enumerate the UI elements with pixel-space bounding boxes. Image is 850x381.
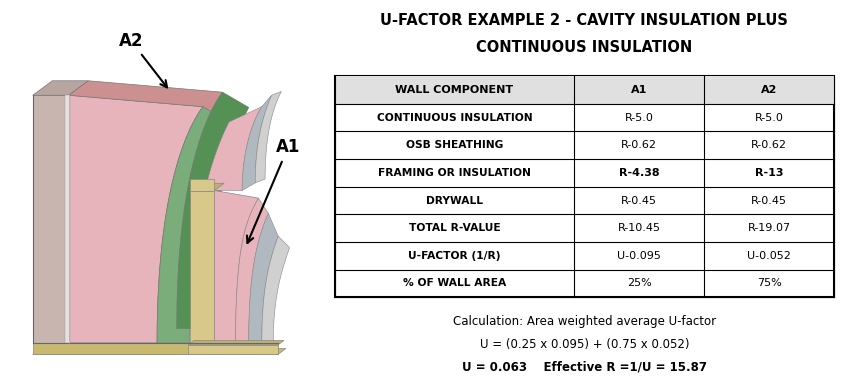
Polygon shape bbox=[157, 107, 230, 343]
Polygon shape bbox=[205, 107, 262, 190]
Polygon shape bbox=[235, 198, 269, 343]
Polygon shape bbox=[32, 95, 69, 343]
Text: R-5.0: R-5.0 bbox=[755, 113, 784, 123]
Text: DRYWALL: DRYWALL bbox=[426, 195, 483, 205]
Polygon shape bbox=[65, 95, 71, 343]
Text: U-FACTOR (1/R): U-FACTOR (1/R) bbox=[408, 251, 501, 261]
Text: U = (0.25 x 0.095) + (0.75 x 0.052): U = (0.25 x 0.095) + (0.75 x 0.052) bbox=[479, 338, 689, 351]
Text: Calculation: Area weighted average U-factor: Calculation: Area weighted average U-fac… bbox=[453, 315, 716, 328]
Polygon shape bbox=[69, 81, 223, 328]
Polygon shape bbox=[190, 183, 224, 190]
Text: 75%: 75% bbox=[756, 279, 781, 288]
Text: U-FACTOR EXAMPLE 2 - CAVITY INSULATION PLUS: U-FACTOR EXAMPLE 2 - CAVITY INSULATION P… bbox=[381, 13, 788, 29]
Polygon shape bbox=[249, 213, 278, 343]
Text: R-0.62: R-0.62 bbox=[621, 140, 657, 150]
Polygon shape bbox=[190, 179, 214, 190]
Text: U-0.052: U-0.052 bbox=[747, 251, 791, 261]
Text: CONTINUOUS INSULATION: CONTINUOUS INSULATION bbox=[476, 40, 693, 55]
Text: A2: A2 bbox=[119, 32, 167, 87]
Text: A2: A2 bbox=[761, 85, 778, 95]
Text: % OF WALL AREA: % OF WALL AREA bbox=[403, 279, 506, 288]
Text: R-0.45: R-0.45 bbox=[751, 195, 787, 205]
Text: A1: A1 bbox=[631, 85, 648, 95]
Polygon shape bbox=[188, 345, 278, 354]
Bar bbox=[335, 76, 834, 297]
Text: TOTAL R-VALUE: TOTAL R-VALUE bbox=[409, 223, 501, 233]
Text: R-4.38: R-4.38 bbox=[619, 168, 660, 178]
Polygon shape bbox=[188, 341, 284, 345]
Text: OSB SHEATHING: OSB SHEATHING bbox=[405, 140, 503, 150]
Text: R-10.45: R-10.45 bbox=[618, 223, 660, 233]
Text: R-13: R-13 bbox=[755, 168, 784, 178]
Polygon shape bbox=[255, 91, 281, 183]
Polygon shape bbox=[32, 349, 286, 354]
Text: A1: A1 bbox=[247, 138, 300, 243]
Text: R-0.62: R-0.62 bbox=[751, 140, 787, 150]
Text: CONTINUOUS INSULATION: CONTINUOUS INSULATION bbox=[377, 113, 532, 123]
Text: U-0.095: U-0.095 bbox=[617, 251, 661, 261]
Text: FRAMING OR INSULATION: FRAMING OR INSULATION bbox=[378, 168, 531, 178]
Polygon shape bbox=[262, 236, 290, 343]
Polygon shape bbox=[242, 95, 272, 190]
Text: WALL COMPONENT: WALL COMPONENT bbox=[395, 85, 513, 95]
Polygon shape bbox=[190, 190, 214, 343]
Polygon shape bbox=[214, 190, 258, 343]
Polygon shape bbox=[177, 92, 249, 328]
Text: R-19.07: R-19.07 bbox=[748, 223, 790, 233]
Text: U = 0.063    Effective R =1/U = 15.87: U = 0.063 Effective R =1/U = 15.87 bbox=[462, 360, 707, 373]
Text: 25%: 25% bbox=[627, 279, 652, 288]
Polygon shape bbox=[69, 95, 203, 343]
Polygon shape bbox=[32, 343, 278, 354]
Bar bbox=[335, 76, 834, 104]
Text: R-5.0: R-5.0 bbox=[625, 113, 654, 123]
Text: R-0.45: R-0.45 bbox=[621, 195, 657, 205]
Polygon shape bbox=[32, 81, 88, 95]
